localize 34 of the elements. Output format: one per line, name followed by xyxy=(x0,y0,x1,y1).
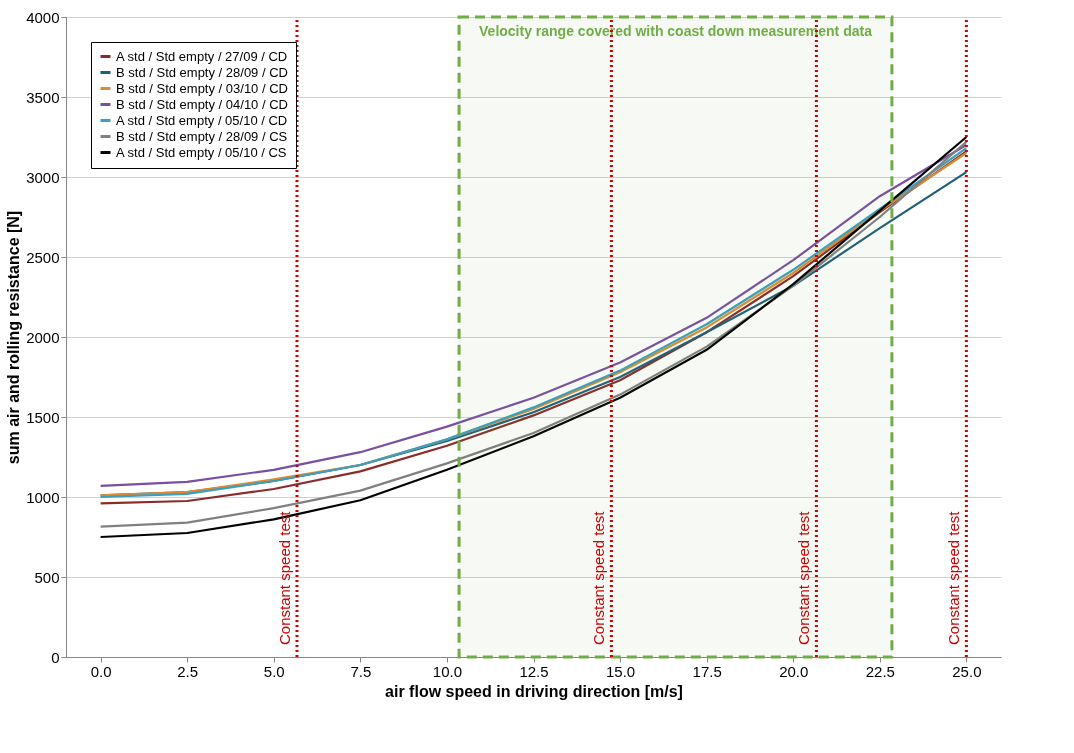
band-label: Velocity range covered with coast down measurement data xyxy=(479,23,873,39)
y-axis-title: sum air and rolling resistance [N] xyxy=(5,210,23,465)
x-tick-label: 22.5 xyxy=(865,662,895,680)
ref-line-label: Constant speed test xyxy=(275,510,293,645)
ref-line-label: Constant speed test xyxy=(795,510,813,645)
legend-label: B std / Std empty / 28/09 / CS xyxy=(116,128,288,144)
x-tick-label: 5.0 xyxy=(263,662,285,680)
legend-label: A std / Std empty / 27/09 / CD xyxy=(116,48,288,64)
y-tick-label: 1500 xyxy=(26,408,60,426)
legend-label: A std / Std empty / 05/10 / CS xyxy=(116,144,287,160)
ref-line-label: Constant speed test xyxy=(945,510,963,645)
y-tick-label: 2500 xyxy=(26,248,60,266)
x-tick-label: 10.0 xyxy=(432,662,463,680)
y-tick-label: 500 xyxy=(34,568,60,586)
y-tick-label: 2000 xyxy=(26,328,60,346)
y-tick-label: 0 xyxy=(51,648,60,666)
x-tick-label: 25.0 xyxy=(952,662,982,680)
y-tick-label: 3000 xyxy=(26,168,60,186)
x-tick-label: 15.0 xyxy=(605,662,636,680)
legend-label: B std / Std empty / 03/10 / CD xyxy=(116,80,288,96)
legend-label: B std / Std empty / 28/09 / CD xyxy=(116,64,288,80)
y-tick-label: 3500 xyxy=(26,88,60,106)
legend-label: B std / Std empty / 04/10 / CD xyxy=(116,96,288,112)
legend-label: A std / Std empty / 05/10 / CD xyxy=(116,112,288,128)
x-tick-label: 12.5 xyxy=(519,662,549,680)
x-tick-label: 0.0 xyxy=(90,662,112,680)
y-tick-label: 4000 xyxy=(26,8,60,26)
ref-line-label: Constant speed test xyxy=(590,510,608,645)
x-tick-label: 7.5 xyxy=(350,662,372,680)
y-tick-label: 1000 xyxy=(26,488,60,506)
x-tick-label: 2.5 xyxy=(177,662,199,680)
x-tick-label: 20.0 xyxy=(779,662,809,680)
x-axis-title: air flow speed in driving direction [m/s] xyxy=(385,682,683,700)
x-tick-label: 17.5 xyxy=(692,662,722,680)
